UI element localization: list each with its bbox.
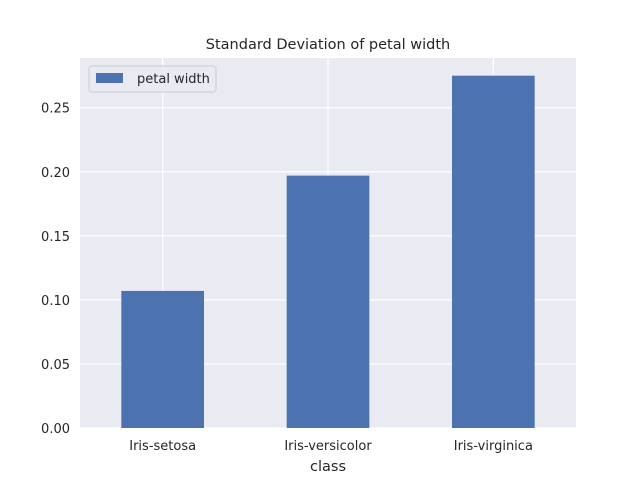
x-ticks-layer: Iris-setosa Iris-versicolor Iris-virginica — [129, 439, 533, 454]
legend-label: petal width — [137, 72, 210, 87]
chart-title: Standard Deviation of petal width — [206, 37, 450, 53]
legend-swatch — [96, 73, 123, 83]
bars-layer — [121, 75, 535, 428]
legend-box — [88, 65, 217, 93]
x-tick-label: Iris-versicolor — [284, 439, 372, 454]
x-axis-label: class — [310, 459, 346, 475]
legend: petal width — [88, 65, 217, 93]
x-tick-label: Iris-setosa — [129, 439, 196, 454]
y-tick-label: 0.10 — [41, 294, 70, 309]
x-tick-label: Iris-virginica — [454, 439, 533, 454]
y-tick-label: 0.20 — [41, 166, 70, 181]
bar — [286, 175, 370, 428]
y-ticks-layer: 0.00 0.05 0.10 0.15 0.20 0.25 — [41, 102, 70, 437]
y-tick-label: 0.25 — [41, 102, 70, 117]
y-tick-label: 0.00 — [41, 422, 70, 437]
y-tick-label: 0.05 — [41, 358, 70, 373]
bar — [452, 75, 535, 428]
y-tick-label: 0.15 — [41, 230, 70, 245]
bar — [121, 290, 204, 428]
